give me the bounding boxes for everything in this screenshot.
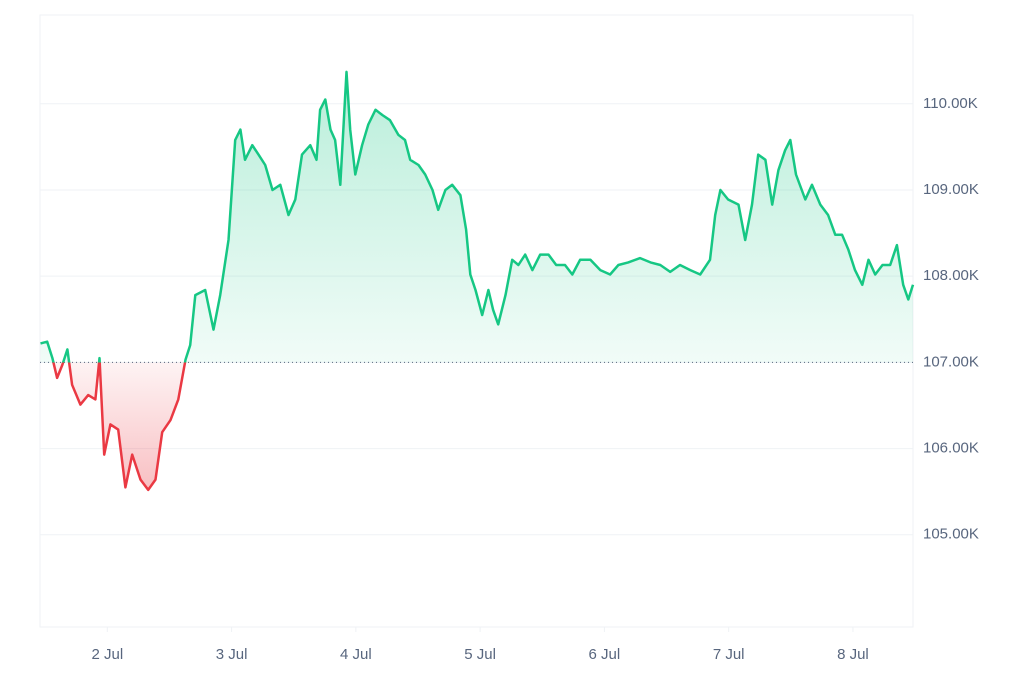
x-tick-label: 7 Jul — [713, 646, 745, 663]
x-tick-label: 4 Jul — [340, 646, 372, 663]
x-tick-label: 2 Jul — [91, 646, 123, 663]
y-tick-label: 106.00K — [923, 440, 979, 457]
y-tick-label: 107.00K — [923, 353, 979, 370]
x-tick-label: 8 Jul — [837, 646, 869, 663]
x-tick-label: 6 Jul — [589, 646, 621, 663]
y-tick-label: 105.00K — [923, 526, 979, 543]
price-line — [40, 70, 915, 492]
area — [40, 71, 913, 490]
y-tick-label: 110.00K — [923, 95, 978, 112]
y-tick-label: 109.00K — [923, 181, 979, 198]
x-tick-label: 3 Jul — [216, 646, 248, 663]
y-tick-label: 108.00K — [923, 267, 979, 284]
x-tick-label: 5 Jul — [464, 646, 496, 663]
